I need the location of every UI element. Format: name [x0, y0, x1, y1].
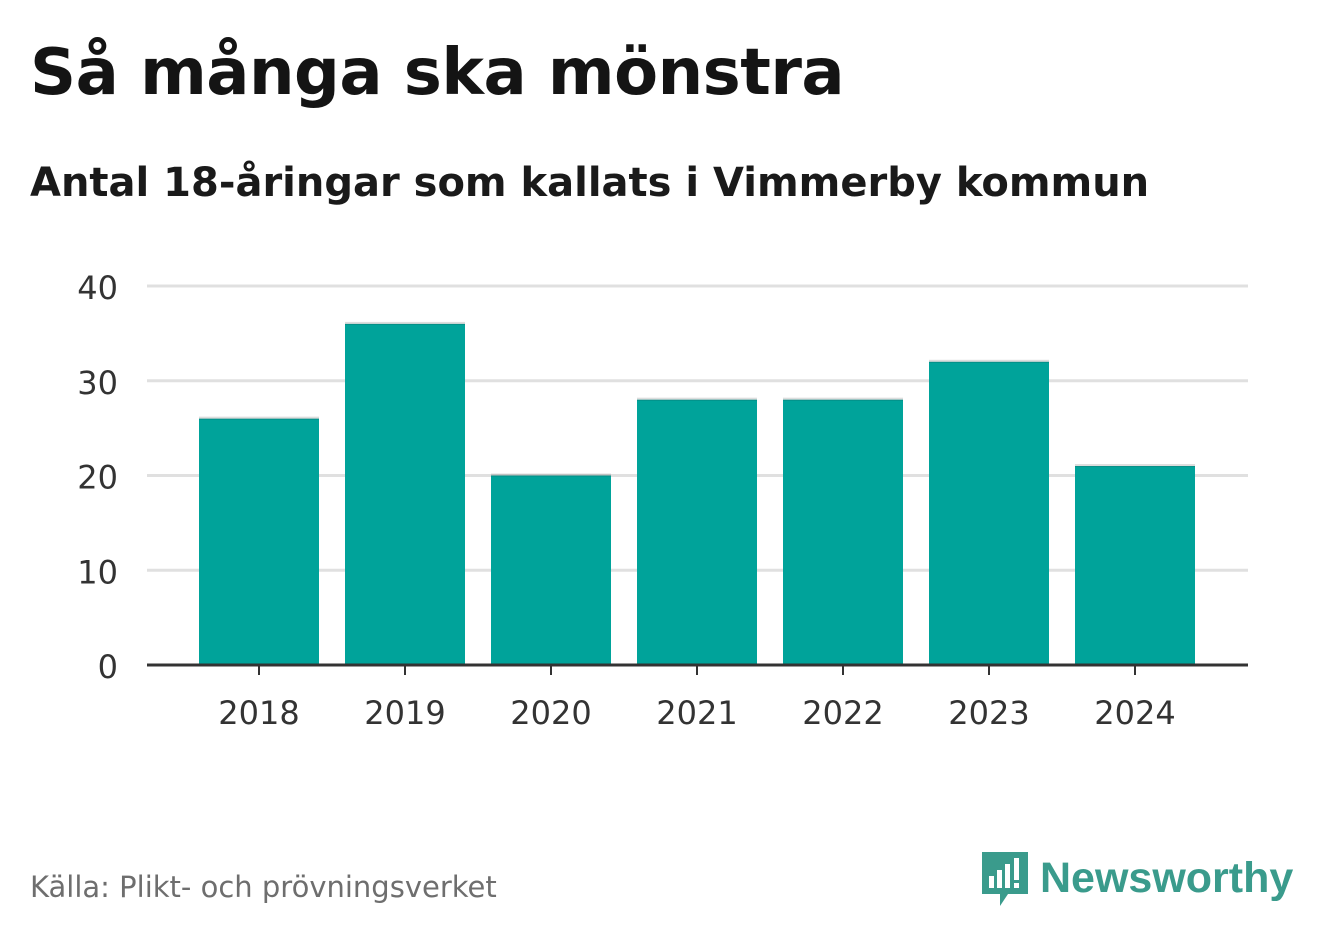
bar-chart: 0 10 20 30 40 2018 2019 2020 2021 2022 2023 2024	[77, 269, 1248, 732]
chart-title: Så många ska mönstra	[30, 36, 845, 110]
x-tick-label: 2019	[364, 694, 445, 732]
x-tick-label: 2021	[656, 694, 737, 732]
bar-top-edge	[783, 397, 903, 401]
bar-top-edge	[929, 359, 1049, 363]
x-tick-label: 2022	[802, 694, 883, 732]
bar-top-edge	[491, 473, 611, 477]
source-note: Källa: Plikt- och prövningsverket	[30, 870, 497, 904]
bar	[345, 323, 465, 665]
y-tick-label: 40	[77, 269, 118, 307]
bar	[929, 361, 1049, 665]
bar-top-edge	[1075, 464, 1195, 468]
chart-subtitle: Antal 18-åringar som kallats i Vimmerby …	[30, 160, 1150, 206]
x-tick-label: 2018	[218, 694, 299, 732]
bar-top-edge	[637, 397, 757, 401]
y-tick-label: 30	[77, 364, 118, 402]
x-tick-label: 2023	[948, 694, 1029, 732]
newsworthy-logo-icon	[982, 852, 1028, 906]
bar	[783, 399, 903, 665]
x-tick-label: 2020	[510, 694, 591, 732]
brand-name: Newsworthy	[1040, 853, 1294, 902]
y-tick-label: 0	[98, 648, 118, 686]
bar	[199, 418, 319, 665]
x-tick-label: 2024	[1094, 694, 1175, 732]
y-tick-label: 20	[77, 459, 118, 497]
bar	[637, 399, 757, 665]
bar-top-edge	[345, 321, 465, 325]
bar	[491, 475, 611, 665]
bar-top-edge	[199, 416, 319, 420]
y-tick-label: 10	[77, 553, 118, 591]
bar	[1075, 466, 1195, 665]
brand-logo: Newsworthy	[980, 848, 1293, 908]
